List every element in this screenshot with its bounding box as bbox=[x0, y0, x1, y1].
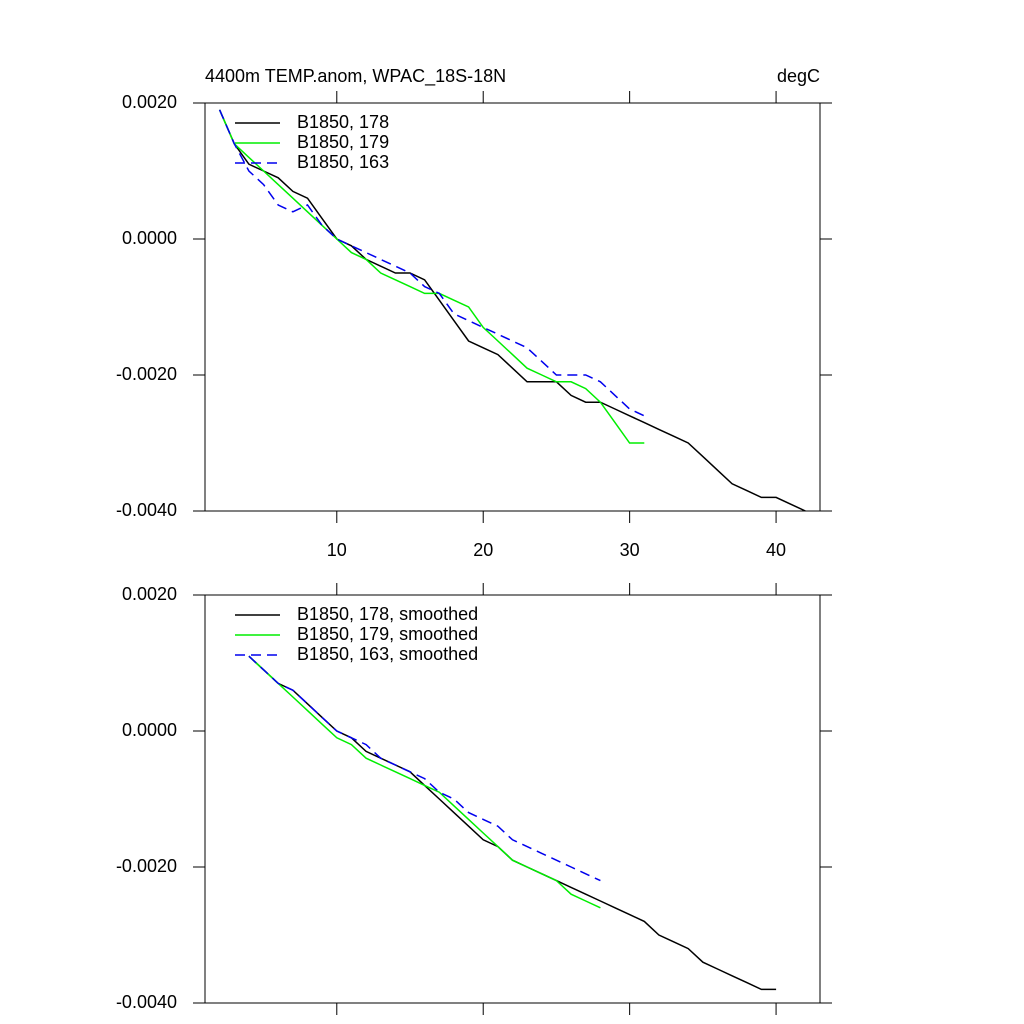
series-line bbox=[218, 109, 806, 512]
y-tick-label: 0.0020 bbox=[122, 584, 177, 604]
legend-label: B1850, 178 bbox=[297, 112, 389, 132]
plot-frame bbox=[204, 102, 821, 512]
y-tick-label: -0.0020 bbox=[116, 856, 177, 876]
series-line bbox=[248, 655, 601, 909]
y-tick-label: 0.0000 bbox=[122, 228, 177, 248]
series-line bbox=[248, 655, 601, 882]
y-tick-label: 0.0000 bbox=[122, 720, 177, 740]
legend-label: B1850, 163, smoothed bbox=[297, 644, 478, 664]
y-tick-label: -0.0040 bbox=[116, 500, 177, 520]
x-tick-label: 30 bbox=[620, 540, 640, 560]
series-line bbox=[248, 655, 777, 991]
legend-label: B1850, 179 bbox=[297, 132, 389, 152]
chart-title: 4400m TEMP.anom, WPAC_18S-18N bbox=[205, 66, 506, 87]
x-tick-label: 10 bbox=[327, 540, 347, 560]
x-tick-label: 20 bbox=[473, 540, 493, 560]
y-tick-label: 0.0020 bbox=[122, 92, 177, 112]
plot-frame bbox=[204, 594, 821, 1004]
x-tick-label: 40 bbox=[766, 540, 786, 560]
legend-label: B1850, 178, smoothed bbox=[297, 604, 478, 624]
series-line bbox=[218, 109, 645, 417]
legend-label: B1850, 163 bbox=[297, 152, 389, 172]
y-tick-label: -0.0020 bbox=[116, 364, 177, 384]
units-label: degC bbox=[777, 66, 820, 86]
y-tick-label: -0.0040 bbox=[116, 992, 177, 1012]
series-line bbox=[218, 109, 645, 444]
legend-label: B1850, 179, smoothed bbox=[297, 624, 478, 644]
